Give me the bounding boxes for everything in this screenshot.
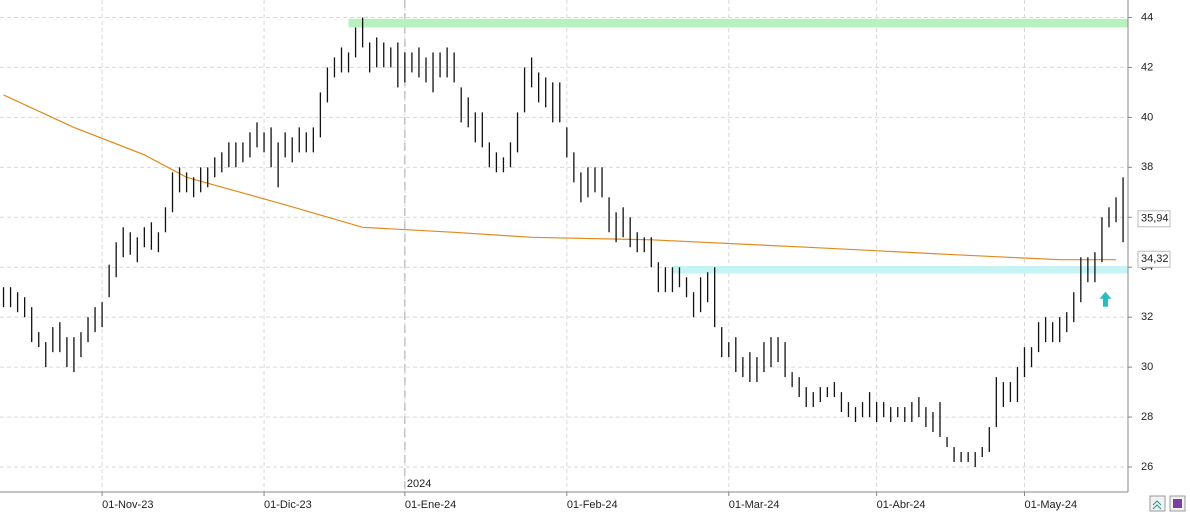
zoom-button[interactable] [1149,495,1166,512]
y-tick-label: 42 [1141,61,1153,73]
y-tick-label: 38 [1141,161,1153,173]
x-tick-label: 01-Abr-24 [877,499,926,511]
y-tick-label: 26 [1141,461,1153,473]
level-band [672,265,1128,274]
x-tick-label: 01-Mar-24 [729,499,780,511]
y-tick-label: 30 [1141,361,1153,373]
level-band [348,18,1129,28]
y-tick-label: 32 [1141,311,1153,323]
x-tick-label: 01-Feb-24 [567,499,618,511]
x-tick-label: 01-Nov-23 [102,499,153,511]
y-tick-label: 44 [1141,11,1153,23]
y-tick-label: 28 [1141,411,1153,423]
year-label: 2024 [407,478,431,490]
save-icon [1173,499,1182,508]
price-label: 35,94 [1141,213,1169,225]
signal-arrow [1099,291,1112,307]
x-tick-label: 01-Dic-23 [264,499,312,511]
zoom-icon [1152,500,1162,510]
price-label-box [1137,250,1171,268]
price-label-box [1137,210,1171,228]
y-tick-label: 40 [1141,111,1153,123]
plot: 2024 [0,0,1129,492]
x-tick-label: 01-May-24 [1024,499,1077,511]
price-label: 34,32 [1141,253,1169,265]
moving-average-line [3,94,1116,261]
x-tick-label: 01-Ene-24 [405,499,456,511]
